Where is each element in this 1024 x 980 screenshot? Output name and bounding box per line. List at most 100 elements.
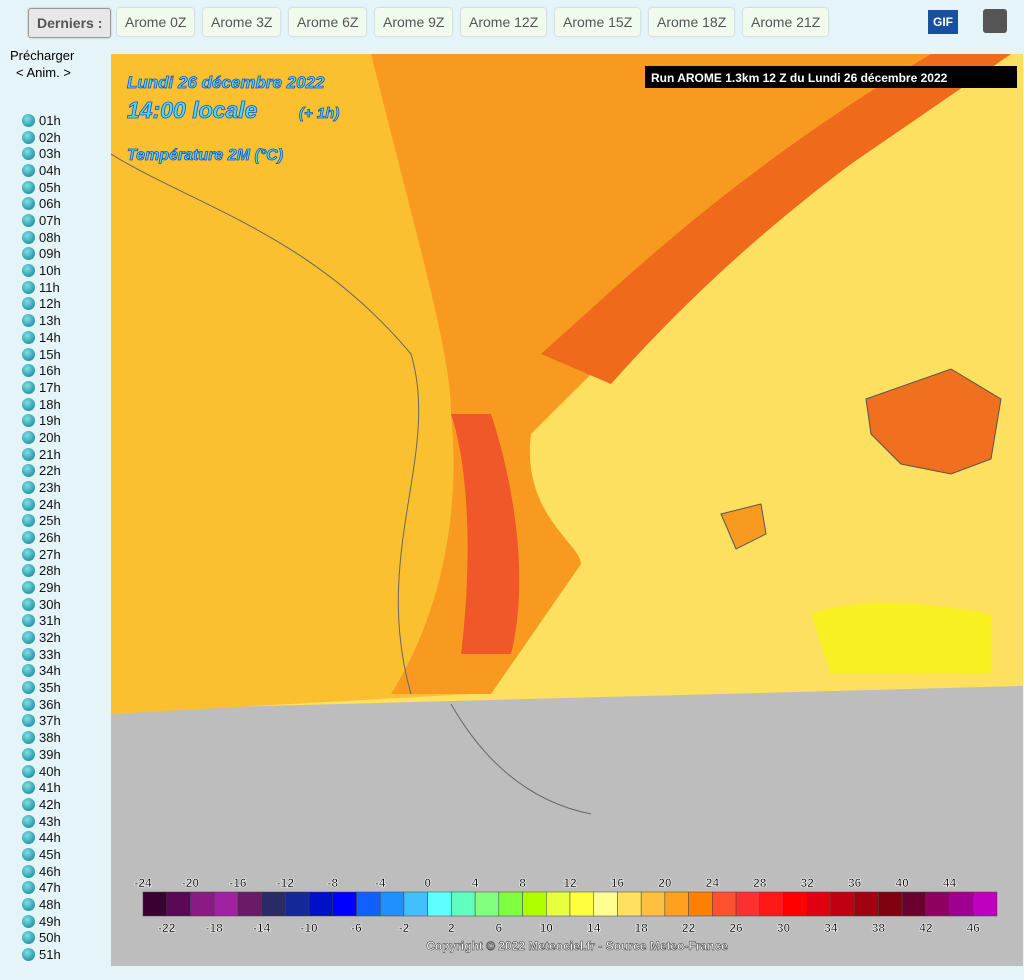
hour-link[interactable]: 48h [22,897,61,913]
hot-coast [541,54,1011,384]
legend-swatch [949,891,974,917]
hour-link[interactable]: 38h [22,730,61,746]
run-button[interactable]: Arome 21Z [743,8,829,36]
legend-label: 46 [967,921,981,935]
hour-link[interactable]: 46h [22,864,61,880]
hour-link[interactable]: 23h [22,480,61,496]
legend-label: 34 [824,921,838,935]
legend-swatch [830,891,855,917]
gif-button[interactable]: GIF [928,10,958,34]
hour-link[interactable]: 05h [22,180,61,196]
run-button[interactable]: Arome 3Z [203,8,281,36]
preload-label: Précharger [10,48,75,63]
hour-link[interactable]: 22h [22,463,61,479]
hour-link[interactable]: 20h [22,430,61,446]
hour-link[interactable]: 10h [22,263,61,279]
run-button[interactable]: Arome 6Z [289,8,367,36]
legend-label: 2 [448,921,455,935]
legend-label: 12 [563,876,577,890]
hour-link[interactable]: 37h [22,713,61,729]
hour-link[interactable]: 21h [22,447,61,463]
hour-link[interactable]: 51h [22,947,61,963]
hour-link[interactable]: 25h [22,513,61,529]
legend-swatch [712,891,737,917]
island [865,368,1002,475]
legend-swatch [498,891,523,917]
hour-link[interactable]: 01h [22,113,61,129]
hour-link[interactable]: 42h [22,797,61,813]
legend-label: 18 [634,921,648,935]
hour-link[interactable]: 19h [22,413,61,429]
hour-link[interactable]: 14h [22,330,61,346]
legend-label: -6 [351,921,362,935]
hour-link[interactable]: 40h [22,764,61,780]
legend-swatch [166,891,191,917]
run-button[interactable]: Arome 0Z [117,8,195,36]
legend-label: 22 [682,921,696,935]
hour-link[interactable]: 30h [22,597,61,613]
hour-link[interactable]: 02h [22,130,61,146]
hour-link[interactable]: 41h [22,780,61,796]
hour-link[interactable]: 15h [22,347,61,363]
hour-link[interactable]: 07h [22,213,61,229]
legend-swatch [854,891,879,917]
legend-background [111,876,1023,958]
hour-link[interactable]: 28h [22,563,61,579]
hour-link[interactable]: 49h [22,914,61,930]
hour-link[interactable]: 13h [22,313,61,329]
hour-link[interactable]: 18h [22,397,61,413]
legend-label: 0 [424,876,431,890]
run-button[interactable]: Arome 9Z [375,8,453,36]
hour-link[interactable]: 35h [22,680,61,696]
legend-label: 40 [895,876,909,890]
legend-swatch [806,891,832,917]
hour-link[interactable]: 33h [22,647,61,663]
legend-swatch [451,891,476,917]
hour-link[interactable]: 06h [22,196,61,212]
hour-link[interactable]: 45h [22,847,61,863]
map: Lundi 26 décembre 2022 14:00 locale (+ 1h)… [111,54,1023,966]
hour-link[interactable]: 44h [22,830,61,846]
legend-label: 14 [587,921,601,935]
copyright: Copyright © 2022 Meteociel.fr - Source M… [426,939,728,953]
hot-zone [451,414,520,654]
hour-link[interactable]: 31h [22,613,61,629]
hour-link[interactable]: 32h [22,630,61,646]
legend-label: -2 [399,921,410,935]
hour-link[interactable]: 04h [22,163,61,179]
hour-link[interactable]: 26h [22,530,61,546]
run-button[interactable]: Arome 18Z [649,8,735,36]
hour-link[interactable]: 34h [22,663,61,679]
hour-link[interactable]: 24h [22,497,61,513]
run-button[interactable]: Arome 12Z [461,8,547,36]
border [111,153,592,815]
run-button[interactable]: Arome 15Z [555,8,641,36]
hour-link[interactable]: 11h [22,280,60,296]
legend-swatch [332,891,357,917]
hour-link[interactable]: 08h [22,230,61,246]
legend-label: -20 [182,876,200,890]
hour-link[interactable]: 43h [22,814,61,830]
hour-link[interactable]: 29h [22,580,61,596]
hour-link[interactable]: 16h [22,363,61,379]
hour-link[interactable]: 03h [22,146,61,162]
last-button[interactable]: Derniers : [28,8,112,38]
hour-link[interactable]: 17h [22,380,61,396]
legend-label: -22 [158,921,176,935]
hour-link[interactable]: 47h [22,880,61,896]
legend-label: 44 [943,876,957,890]
legend-label: -4 [375,876,386,890]
hour-link[interactable]: 09h [22,246,61,262]
run-title: Run AROME 1.3km 12 Z du Lundi 26 décembr… [651,71,948,85]
run-box [645,66,1017,88]
hour-link[interactable]: 50h [22,930,61,946]
hour-link[interactable]: 39h [22,747,61,763]
hour-link[interactable]: 27h [22,547,61,563]
yellow-zone [811,602,991,674]
legend-label: -24 [134,876,152,890]
save-button[interactable] [983,9,1007,33]
anim-label[interactable]: < Anim. > [16,65,71,80]
legend-label: 38 [872,921,886,935]
hour-link[interactable]: 12h [22,296,61,312]
hour-link[interactable]: 36h [22,697,61,713]
